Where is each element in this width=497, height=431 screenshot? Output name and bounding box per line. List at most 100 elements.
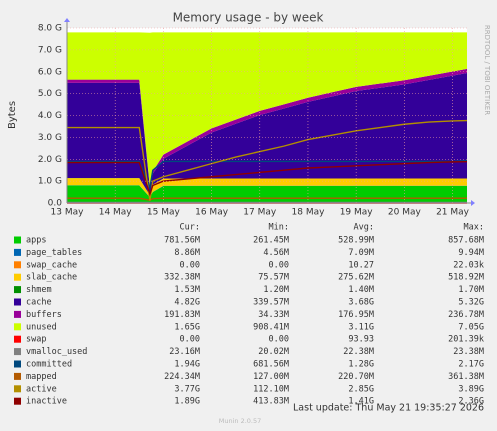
legend-stat: 0.00 (269, 335, 289, 345)
legend-stat: 2.36G (458, 397, 484, 407)
legend-stat: 1.40M (348, 285, 374, 295)
y-tick-label: 3.0 G (38, 133, 62, 143)
legend-stat: 781.56M (164, 236, 200, 246)
data-layer (67, 32, 468, 204)
legend-column-header: Avg: (354, 223, 374, 233)
legend-stat: 1.28G (348, 360, 374, 370)
legend-column-header: Cur: (180, 223, 200, 233)
stacked-area (67, 178, 467, 198)
stacked-area (67, 32, 467, 188)
legend-stat: 22.38M (343, 347, 374, 357)
x-tick-label: 19 May (340, 208, 374, 218)
legend-stat: 857.68M (448, 236, 484, 246)
y-tick-label: 2.0 G (38, 155, 62, 165)
legend-column-header: Min: (269, 223, 289, 233)
legend-stat: 23.38M (453, 347, 484, 357)
y-tick-label: 0.0 (48, 199, 63, 209)
watermark: RRDTOOL / TOBI OETIKER (483, 25, 491, 115)
legend-stat: 1.41G (348, 397, 374, 407)
x-tick-label: 15 May (147, 208, 181, 218)
line (67, 119, 468, 201)
legend-label: buffers (26, 310, 62, 320)
legend-stat: 518.92M (448, 273, 484, 283)
legend-swatch (14, 286, 21, 294)
y-tick-label: 5.0 G (38, 89, 62, 99)
legend-stat: 361.38M (448, 372, 484, 382)
legend-stat: 2.85G (348, 384, 374, 394)
legend-stat: 528.99M (338, 236, 374, 246)
x-tick-label: 13 May (51, 208, 85, 218)
x-tick-label: 18 May (292, 208, 326, 218)
legend-stat: 3.89G (458, 384, 484, 394)
legend-label: cache (26, 298, 52, 308)
legend-stat: 1.20M (263, 285, 289, 295)
legend-stat: 7.05G (458, 322, 484, 332)
legend-swatch (14, 248, 21, 256)
legend-stat: 681.56M (253, 360, 289, 370)
y-axis-label: Bytes (7, 101, 18, 129)
legend-swatch (14, 385, 21, 393)
legend-stat: 261.45M (253, 236, 289, 246)
version: Munin 2.0.57 (219, 417, 262, 425)
legend-stat: 1.70M (458, 285, 484, 295)
legend-stat: 0.00 (180, 260, 200, 270)
x-axis-arrow (471, 200, 475, 206)
legend-swatch (14, 335, 21, 343)
last-update: Last update: Thu May 21 19:35:27 2026 (293, 403, 484, 414)
legend-label: shmem (26, 285, 52, 295)
legend-label: page_tables (26, 248, 82, 258)
legend-stat: 3.11G (348, 322, 374, 332)
legend-stat: 7.09M (348, 248, 374, 258)
legend-stat: 93.93 (348, 335, 374, 345)
legend-swatch (14, 348, 21, 356)
legend-stat: 34.33M (258, 310, 289, 320)
legend-stat: 3.68G (348, 298, 374, 308)
legend-stat: 908.41M (253, 322, 289, 332)
legend-stat: 20.02M (258, 347, 289, 357)
legend-stat: 176.95M (338, 310, 374, 320)
legend-label: slab_cache (26, 273, 77, 283)
line (67, 160, 468, 197)
legend-stat: 1.53M (174, 285, 200, 295)
legend-label: inactive (26, 397, 67, 407)
legend-stat: 201.39k (448, 335, 484, 345)
legend-swatch (14, 372, 21, 380)
x-tick-label: 14 May (99, 208, 133, 218)
legend-label: unused (26, 322, 57, 332)
y-axis-arrow (64, 18, 70, 22)
x-tick-label: 17 May (243, 208, 277, 218)
legend-stat: 1.65G (174, 322, 200, 332)
legend-swatch (14, 298, 21, 306)
legend-label: vmalloc_used (26, 347, 87, 357)
legend-label: apps (26, 236, 46, 246)
legend-stat: 220.70M (338, 372, 374, 382)
legend-column-header: Max: (464, 223, 484, 233)
legend-stat: 9.94M (458, 248, 484, 258)
legend-swatch (14, 360, 21, 368)
legend-swatch (14, 323, 21, 331)
legend-label: mapped (26, 372, 57, 382)
x-tick-label: 21 May (436, 208, 470, 218)
legend-stat: 5.32G (458, 298, 484, 308)
y-tick-label: 8.0 G (38, 24, 62, 34)
stacked-area (67, 68, 467, 188)
legend-stat: 22.03k (453, 260, 484, 270)
chart-title: Memory usage - by week (173, 11, 324, 25)
legend-stat: 236.78M (448, 310, 484, 320)
legend-stat: 10.27 (348, 260, 374, 270)
legend-stat: 0.00 (180, 335, 200, 345)
y-tick-label: 7.0 G (38, 45, 62, 55)
legend-stat: 75.57M (258, 273, 289, 283)
legend-swatch (14, 397, 21, 405)
legend-stat: 112.10M (253, 384, 289, 394)
x-tick-label: 16 May (195, 208, 229, 218)
legend-swatch (14, 310, 21, 318)
legend-stat: 2.17G (458, 360, 484, 370)
legend-stat: 191.83M (164, 310, 200, 320)
legend-stat: 413.83M (253, 397, 289, 407)
legend-stat: 0.00 (269, 260, 289, 270)
legend-swatch (14, 273, 21, 281)
legend-label: committed (26, 360, 72, 370)
